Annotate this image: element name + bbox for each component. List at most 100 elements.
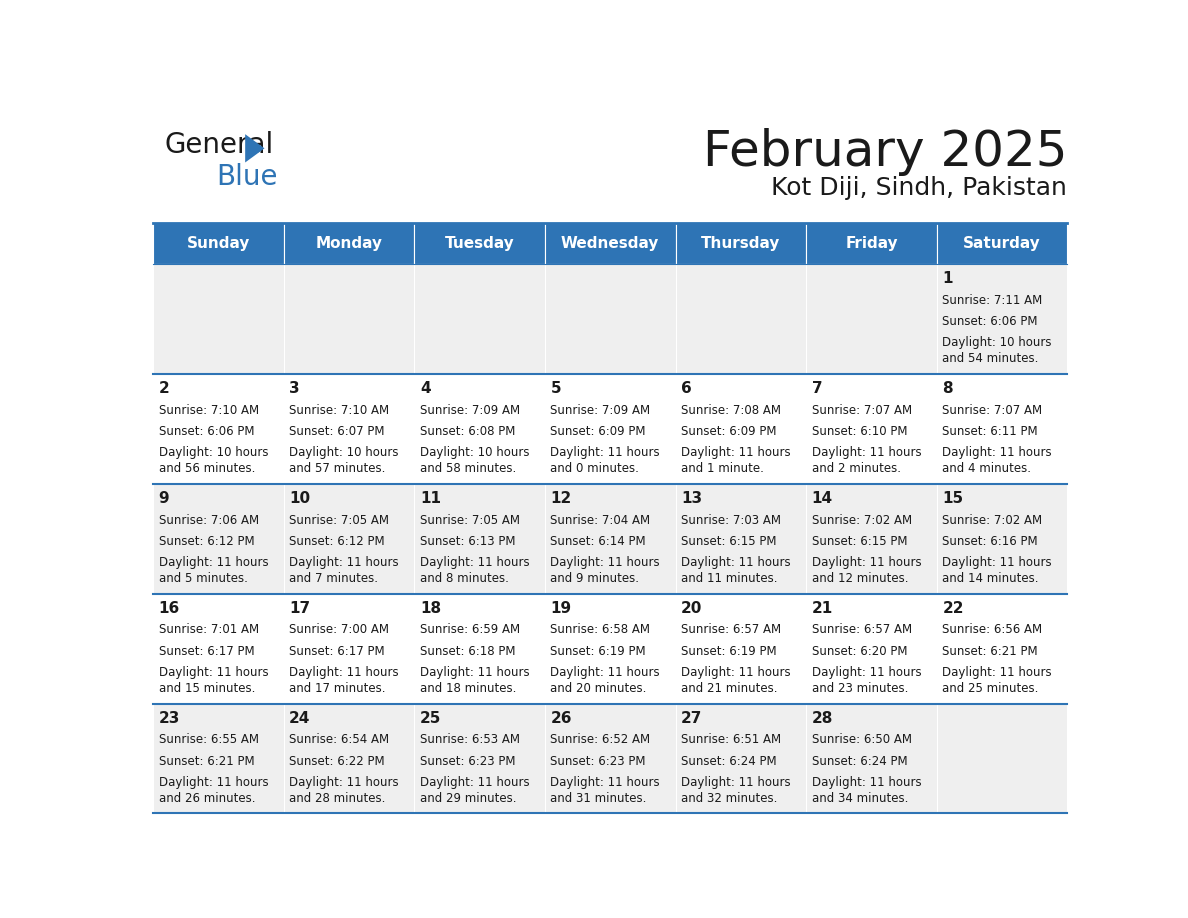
Bar [937, 594, 1067, 703]
Text: Daylight: 11 hours
and 23 minutes.: Daylight: 11 hours and 23 minutes. [811, 666, 921, 695]
Text: Sunset: 6:19 PM: Sunset: 6:19 PM [681, 644, 777, 657]
Text: Daylight: 11 hours
and 20 minutes.: Daylight: 11 hours and 20 minutes. [550, 666, 661, 695]
Text: 3: 3 [289, 381, 299, 397]
Text: 11: 11 [419, 491, 441, 506]
Text: Sunrise: 6:56 AM: Sunrise: 6:56 AM [942, 623, 1042, 636]
Text: Daylight: 11 hours
and 32 minutes.: Daylight: 11 hours and 32 minutes. [681, 776, 791, 805]
Text: Sunset: 6:24 PM: Sunset: 6:24 PM [811, 755, 908, 767]
Text: Daylight: 11 hours
and 14 minutes.: Daylight: 11 hours and 14 minutes. [942, 556, 1051, 585]
Text: Thursday: Thursday [701, 236, 781, 252]
Text: Sunrise: 7:04 AM: Sunrise: 7:04 AM [550, 514, 651, 527]
Text: Sunset: 6:07 PM: Sunset: 6:07 PM [289, 425, 385, 438]
Text: Sunrise: 7:07 AM: Sunrise: 7:07 AM [942, 404, 1042, 417]
Bar [545, 594, 676, 703]
Text: 5: 5 [550, 381, 561, 397]
Text: 8: 8 [942, 381, 953, 397]
Text: Kot Diji, Sindh, Pakistan: Kot Diji, Sindh, Pakistan [771, 176, 1067, 200]
Bar [415, 375, 545, 484]
Text: 24: 24 [289, 711, 310, 726]
Text: Sunrise: 6:50 AM: Sunrise: 6:50 AM [811, 733, 911, 746]
Text: Sunday: Sunday [187, 236, 251, 252]
Bar [545, 223, 676, 264]
Bar [545, 703, 676, 813]
Text: Sunset: 6:18 PM: Sunset: 6:18 PM [419, 644, 516, 657]
Text: Sunset: 6:15 PM: Sunset: 6:15 PM [681, 535, 777, 548]
Text: Sunset: 6:16 PM: Sunset: 6:16 PM [942, 535, 1038, 548]
Text: Sunset: 6:21 PM: Sunset: 6:21 PM [942, 644, 1038, 657]
Bar [676, 703, 807, 813]
Text: 25: 25 [419, 711, 441, 726]
Bar [415, 484, 545, 594]
Text: Daylight: 11 hours
and 7 minutes.: Daylight: 11 hours and 7 minutes. [289, 556, 399, 585]
Text: Sunrise: 6:52 AM: Sunrise: 6:52 AM [550, 733, 651, 746]
Text: Sunset: 6:15 PM: Sunset: 6:15 PM [811, 535, 908, 548]
Text: Tuesday: Tuesday [444, 236, 514, 252]
Text: 9: 9 [159, 491, 169, 506]
Text: Sunrise: 7:05 AM: Sunrise: 7:05 AM [289, 514, 390, 527]
Text: Sunrise: 7:07 AM: Sunrise: 7:07 AM [811, 404, 912, 417]
Text: Sunset: 6:14 PM: Sunset: 6:14 PM [550, 535, 646, 548]
Text: Daylight: 11 hours
and 17 minutes.: Daylight: 11 hours and 17 minutes. [289, 666, 399, 695]
Text: Daylight: 11 hours
and 29 minutes.: Daylight: 11 hours and 29 minutes. [419, 776, 530, 805]
Text: Daylight: 11 hours
and 9 minutes.: Daylight: 11 hours and 9 minutes. [550, 556, 661, 585]
Bar [153, 594, 284, 703]
Text: 13: 13 [681, 491, 702, 506]
Text: Daylight: 11 hours
and 12 minutes.: Daylight: 11 hours and 12 minutes. [811, 556, 921, 585]
Text: 18: 18 [419, 601, 441, 616]
Text: 23: 23 [159, 711, 181, 726]
Text: Sunrise: 7:05 AM: Sunrise: 7:05 AM [419, 514, 520, 527]
Text: Sunrise: 6:57 AM: Sunrise: 6:57 AM [681, 623, 782, 636]
Text: Sunset: 6:22 PM: Sunset: 6:22 PM [289, 755, 385, 767]
Text: Sunrise: 7:03 AM: Sunrise: 7:03 AM [681, 514, 781, 527]
Bar [807, 594, 937, 703]
Text: Sunrise: 7:10 AM: Sunrise: 7:10 AM [289, 404, 390, 417]
Text: Daylight: 11 hours
and 18 minutes.: Daylight: 11 hours and 18 minutes. [419, 666, 530, 695]
Text: Daylight: 11 hours
and 26 minutes.: Daylight: 11 hours and 26 minutes. [159, 776, 268, 805]
Text: Daylight: 11 hours
and 4 minutes.: Daylight: 11 hours and 4 minutes. [942, 446, 1051, 476]
Bar [807, 703, 937, 813]
Text: Sunset: 6:24 PM: Sunset: 6:24 PM [681, 755, 777, 767]
Text: Sunset: 6:09 PM: Sunset: 6:09 PM [681, 425, 777, 438]
Text: Daylight: 11 hours
and 34 minutes.: Daylight: 11 hours and 34 minutes. [811, 776, 921, 805]
Bar [676, 594, 807, 703]
Text: Sunset: 6:19 PM: Sunset: 6:19 PM [550, 644, 646, 657]
Text: 28: 28 [811, 711, 833, 726]
Text: Sunset: 6:23 PM: Sunset: 6:23 PM [419, 755, 516, 767]
Bar [415, 223, 545, 264]
Text: Daylight: 11 hours
and 0 minutes.: Daylight: 11 hours and 0 minutes. [550, 446, 661, 476]
Bar [937, 264, 1067, 375]
Text: 15: 15 [942, 491, 963, 506]
Text: 22: 22 [942, 601, 963, 616]
Text: Sunrise: 7:01 AM: Sunrise: 7:01 AM [159, 623, 259, 636]
Text: Sunrise: 6:53 AM: Sunrise: 6:53 AM [419, 733, 520, 746]
Text: Daylight: 10 hours
and 56 minutes.: Daylight: 10 hours and 56 minutes. [159, 446, 268, 476]
Text: Sunset: 6:06 PM: Sunset: 6:06 PM [159, 425, 254, 438]
Bar [153, 703, 284, 813]
Text: 10: 10 [289, 491, 310, 506]
Text: Daylight: 11 hours
and 25 minutes.: Daylight: 11 hours and 25 minutes. [942, 666, 1051, 695]
Bar [153, 375, 284, 484]
Text: Daylight: 11 hours
and 5 minutes.: Daylight: 11 hours and 5 minutes. [159, 556, 268, 585]
Text: Sunrise: 7:02 AM: Sunrise: 7:02 AM [811, 514, 912, 527]
Text: Daylight: 11 hours
and 21 minutes.: Daylight: 11 hours and 21 minutes. [681, 666, 791, 695]
Text: Sunset: 6:21 PM: Sunset: 6:21 PM [159, 755, 254, 767]
Bar [545, 264, 676, 375]
Text: Sunrise: 6:57 AM: Sunrise: 6:57 AM [811, 623, 912, 636]
Bar [807, 484, 937, 594]
Text: Sunrise: 7:10 AM: Sunrise: 7:10 AM [159, 404, 259, 417]
Text: 7: 7 [811, 381, 822, 397]
Text: General: General [164, 131, 273, 160]
Text: Daylight: 11 hours
and 8 minutes.: Daylight: 11 hours and 8 minutes. [419, 556, 530, 585]
Text: Daylight: 11 hours
and 1 minute.: Daylight: 11 hours and 1 minute. [681, 446, 791, 476]
Bar [284, 484, 415, 594]
Text: 27: 27 [681, 711, 702, 726]
Text: Daylight: 10 hours
and 54 minutes.: Daylight: 10 hours and 54 minutes. [942, 336, 1051, 365]
Text: Sunrise: 6:54 AM: Sunrise: 6:54 AM [289, 733, 390, 746]
Text: 1: 1 [942, 272, 953, 286]
Text: 2: 2 [159, 381, 170, 397]
Text: Sunset: 6:10 PM: Sunset: 6:10 PM [811, 425, 908, 438]
Bar [284, 264, 415, 375]
Text: Sunrise: 7:06 AM: Sunrise: 7:06 AM [159, 514, 259, 527]
Text: Daylight: 11 hours
and 28 minutes.: Daylight: 11 hours and 28 minutes. [289, 776, 399, 805]
Text: Daylight: 10 hours
and 57 minutes.: Daylight: 10 hours and 57 minutes. [289, 446, 399, 476]
